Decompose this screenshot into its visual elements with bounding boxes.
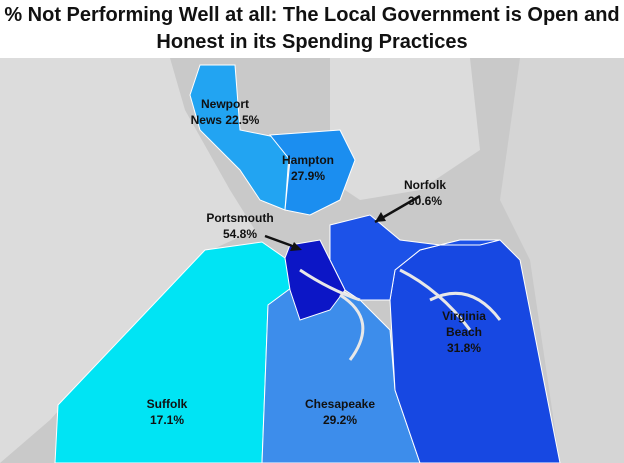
arrow-head [375, 212, 386, 222]
river [299, 268, 502, 361]
region-value: 31.8% [446, 341, 482, 355]
region-name: Chesapeake [304, 397, 376, 411]
region-name: Portsmouth [206, 211, 274, 225]
region-value: 27.9% [290, 169, 326, 183]
arrow-head [290, 242, 302, 251]
region [189, 64, 291, 211]
region-label: Suffolk 17.1% [127, 396, 207, 428]
land [0, 58, 255, 463]
map [0, 58, 624, 463]
region-value: 30.6% [407, 194, 443, 208]
region-value: 22.5% [225, 113, 260, 127]
region-label: Portsmouth 54.8% [196, 210, 284, 242]
region-label: Virginia Beach 31.8% [424, 308, 504, 356]
region-label: Hampton 27.9% [273, 152, 343, 184]
map-title: % Not Performing Well at all: The Local … [4, 4, 620, 53]
region [269, 129, 356, 216]
region-value: 17.1% [149, 413, 185, 427]
region [329, 214, 501, 301]
region-name: Norfolk [404, 178, 446, 192]
land [330, 58, 480, 200]
region-label: Chesapeake 29.2% [295, 396, 385, 428]
region-name: Newport News [190, 97, 249, 127]
land [500, 58, 624, 463]
region-name: Hampton [282, 153, 334, 167]
region-name: Virginia Beach [442, 309, 486, 339]
region-label: Newport News 22.5% [185, 96, 265, 128]
region-value: 54.8% [222, 227, 258, 241]
region-name: Suffolk [146, 397, 188, 411]
region-label: Norfolk 30.6% [395, 177, 455, 209]
region-value: 29.2% [322, 413, 358, 427]
